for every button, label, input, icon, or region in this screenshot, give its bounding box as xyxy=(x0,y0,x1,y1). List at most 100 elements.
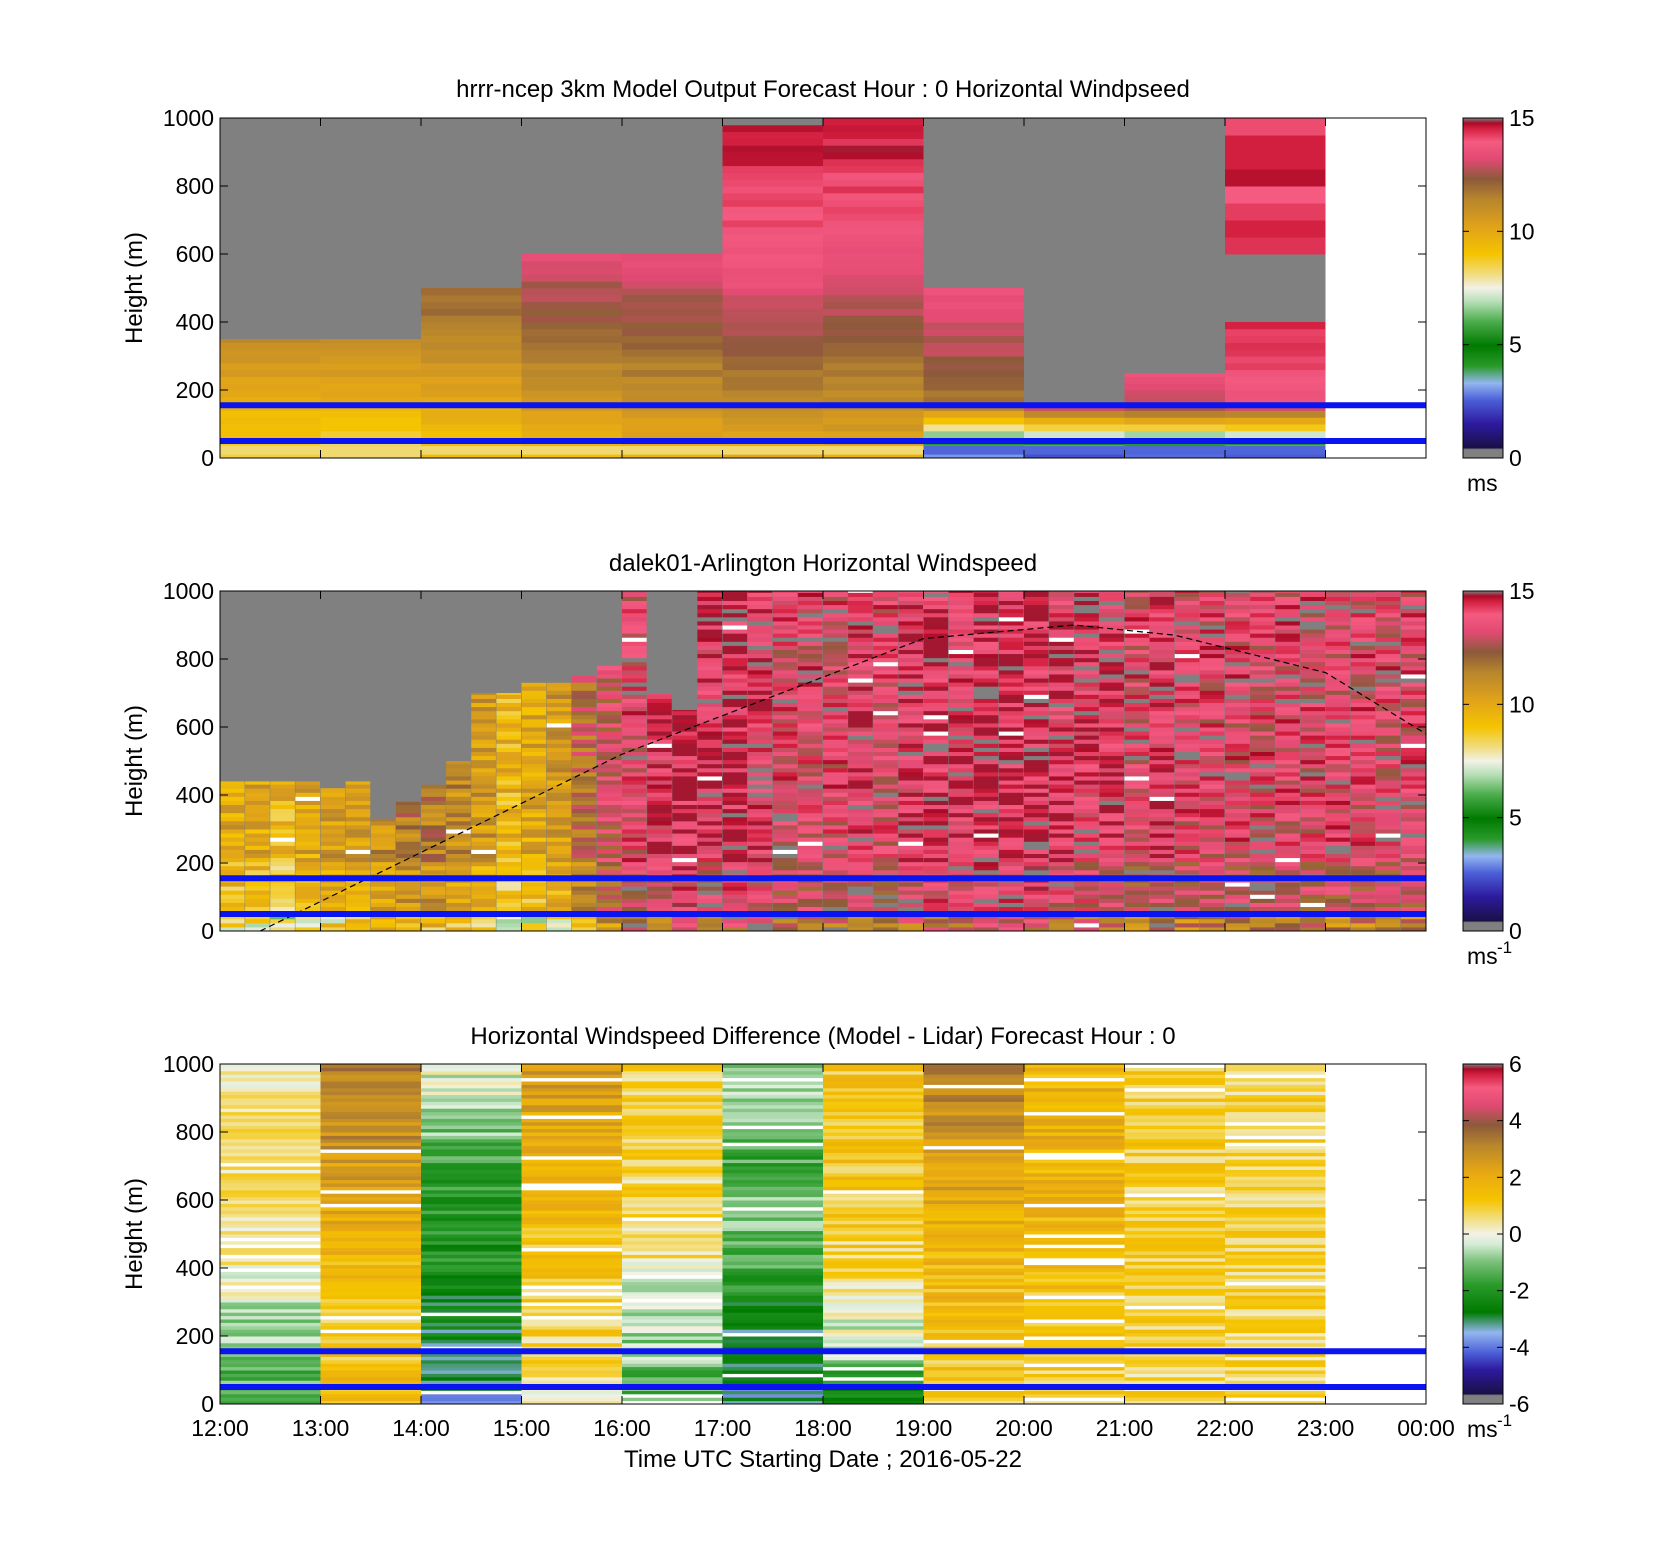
lidar-cell xyxy=(1149,731,1175,736)
model-cell xyxy=(1225,396,1326,405)
lidar-cell xyxy=(1400,649,1426,655)
lidar-cell xyxy=(772,804,798,810)
lidar-cell xyxy=(1275,849,1300,854)
diff-cell xyxy=(622,1115,723,1119)
lidar-cell xyxy=(873,841,898,846)
lidar-cell xyxy=(722,869,748,875)
lidar-cell xyxy=(270,894,295,899)
lidar-cell xyxy=(747,820,773,826)
diff-cell xyxy=(220,1210,321,1215)
colorbar-tick-label: 15 xyxy=(1509,578,1535,604)
model-cell xyxy=(823,315,924,323)
lidar-cell xyxy=(1049,751,1074,757)
lidar-cell xyxy=(747,706,773,712)
diff-cell xyxy=(521,1186,622,1191)
lidar-cell xyxy=(898,804,923,810)
diff-cell xyxy=(722,1206,823,1211)
lidar-cell xyxy=(571,739,597,744)
lidar-cell xyxy=(1049,922,1074,928)
diff-cell xyxy=(823,1183,924,1187)
diff-cell xyxy=(1024,1193,1125,1198)
lidar-cell xyxy=(1250,633,1275,638)
lidar-cell xyxy=(1074,722,1099,728)
lidar-cell xyxy=(1275,796,1300,801)
diff-cell xyxy=(1225,1220,1326,1225)
diff-cell xyxy=(722,1067,823,1072)
lidar-cell xyxy=(1300,906,1325,912)
lidar-cell xyxy=(647,706,672,712)
lidar-cell xyxy=(521,771,547,777)
diff-cell xyxy=(823,1087,924,1092)
lidar-cell xyxy=(948,604,974,610)
lidar-cell xyxy=(797,800,823,806)
lidar-cell xyxy=(471,735,496,740)
panel-model-title: hrrr-ncep 3km Model Output Forecast Hour… xyxy=(456,76,1190,103)
lidar-cell xyxy=(1400,678,1426,683)
lidar-cell xyxy=(1350,673,1376,679)
diff-cell xyxy=(1225,1325,1326,1330)
lidar-cell xyxy=(521,755,547,761)
model-cell xyxy=(1124,424,1225,432)
lidar-cell xyxy=(1375,727,1401,732)
lidar-cell xyxy=(697,898,722,903)
diff-cell xyxy=(521,1257,622,1262)
lidar-cell xyxy=(1375,824,1401,830)
lidar-cell xyxy=(546,820,572,826)
lidar-cell xyxy=(923,739,949,744)
lidar-cell xyxy=(722,886,748,891)
lidar-cell xyxy=(421,837,446,842)
lidar-cell xyxy=(1049,641,1074,646)
diff-cell xyxy=(923,1366,1024,1371)
lidar-cell xyxy=(672,763,697,769)
lidar-cell xyxy=(672,735,697,740)
lidar-cell xyxy=(571,853,597,859)
lidar-cell xyxy=(722,837,748,842)
lidar-cell xyxy=(898,861,923,867)
lidar-cell xyxy=(1099,808,1124,814)
lidar-cell xyxy=(697,751,722,757)
diff-cell xyxy=(1124,1298,1225,1303)
lidar-cell xyxy=(622,616,647,622)
lidar-cell xyxy=(722,629,748,634)
lidar-cell xyxy=(647,829,672,834)
lidar-cell xyxy=(622,882,647,887)
lidar-cell xyxy=(1225,604,1250,610)
lidar-cell xyxy=(998,706,1024,712)
diff-cell xyxy=(1024,1278,1125,1283)
lidar-cell xyxy=(622,755,647,761)
lidar-cell xyxy=(1250,718,1275,724)
diff-cell xyxy=(1124,1125,1225,1130)
diff-cell xyxy=(220,1183,321,1187)
lidar-cell xyxy=(948,731,974,736)
diff-cell xyxy=(923,1312,1024,1317)
lidar-cell xyxy=(898,882,923,887)
diff-cell xyxy=(220,1346,321,1351)
lidar-cell xyxy=(1199,682,1225,687)
lidar-cell xyxy=(1225,714,1250,720)
lidar-cell xyxy=(521,780,547,785)
lidar-cell xyxy=(1174,784,1200,789)
lidar-cell xyxy=(1300,739,1325,744)
lidar-cell xyxy=(873,743,898,748)
lidar-cell xyxy=(973,780,999,785)
lidar-cell xyxy=(370,845,396,850)
lidar-cell xyxy=(1149,592,1175,597)
lidar-cell xyxy=(797,592,823,597)
model-cell xyxy=(320,396,421,405)
diff-cell xyxy=(722,1373,823,1378)
lidar-cell xyxy=(923,661,949,667)
lidar-cell xyxy=(1400,906,1426,912)
lidar-cell xyxy=(395,861,421,867)
lidar-cell xyxy=(1400,849,1426,854)
lidar-cell xyxy=(270,808,295,814)
lidar-cell xyxy=(622,702,647,708)
lidar-cell xyxy=(923,853,949,859)
lidar-cell xyxy=(622,629,647,634)
lidar-cell xyxy=(1225,841,1250,846)
lidar-cell xyxy=(622,620,647,626)
lidar-cell xyxy=(973,706,999,712)
lidar-cell xyxy=(747,739,773,744)
lidar-cell xyxy=(421,918,446,924)
lidar-cell xyxy=(948,841,974,846)
lidar-cell xyxy=(496,902,521,908)
